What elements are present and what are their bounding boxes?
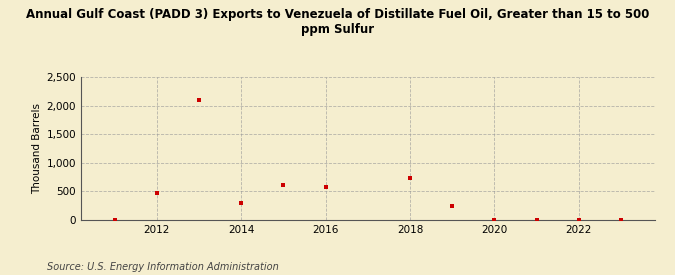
Point bbox=[404, 176, 415, 180]
Point bbox=[151, 191, 162, 195]
Text: Source: U.S. Energy Information Administration: Source: U.S. Energy Information Administ… bbox=[47, 262, 279, 272]
Point bbox=[278, 183, 289, 187]
Point bbox=[194, 98, 205, 102]
Point bbox=[616, 218, 626, 222]
Point bbox=[531, 218, 542, 222]
Point bbox=[109, 218, 120, 222]
Point bbox=[236, 201, 246, 205]
Point bbox=[320, 184, 331, 189]
Y-axis label: Thousand Barrels: Thousand Barrels bbox=[32, 103, 43, 194]
Point bbox=[447, 204, 458, 208]
Point bbox=[573, 218, 584, 222]
Text: Annual Gulf Coast (PADD 3) Exports to Venezuela of Distillate Fuel Oil, Greater : Annual Gulf Coast (PADD 3) Exports to Ve… bbox=[26, 8, 649, 36]
Point bbox=[489, 218, 500, 222]
